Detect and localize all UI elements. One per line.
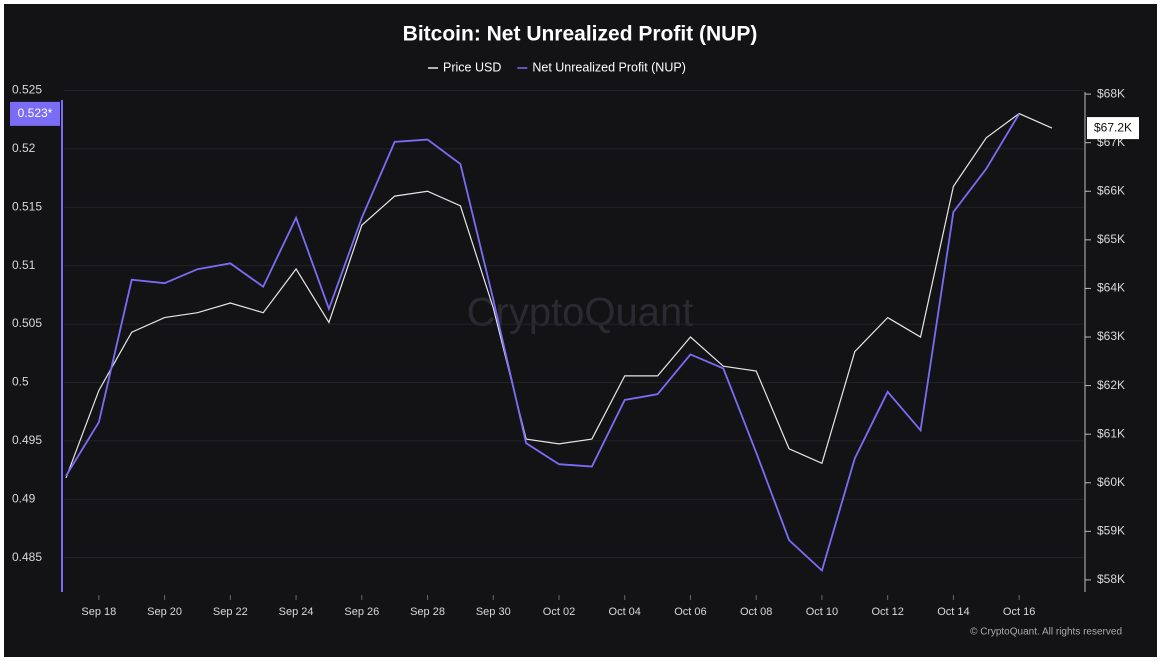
- y-tick-label: 0.525: [12, 83, 42, 97]
- legend-label: Price USD: [443, 60, 501, 74]
- x-tick-label: Oct 14: [937, 606, 969, 618]
- right-badge-label: $67.2K: [1094, 120, 1132, 134]
- y2-tick-label: $61K: [1097, 426, 1125, 440]
- x-tick-label: Sep 24: [279, 606, 314, 618]
- x-tick-label: Sep 22: [213, 606, 248, 618]
- y-tick-label: 0.51: [12, 258, 36, 272]
- x-tick-label: Sep 20: [147, 606, 182, 618]
- y2-tick-label: $65K: [1097, 232, 1125, 246]
- y2-tick-label: $63K: [1097, 329, 1125, 343]
- right-badge: [1087, 117, 1139, 140]
- y-tick-label: 0.5: [12, 375, 29, 389]
- copyright: © CryptoQuant. All rights reserved: [970, 627, 1122, 638]
- y2-tick-label: $68K: [1097, 86, 1125, 100]
- y-tick-label: 0.505: [12, 316, 42, 330]
- series-line: [65, 113, 1020, 573]
- x-tick-label: Sep 26: [344, 606, 379, 618]
- x-tick-label: Oct 10: [806, 606, 838, 618]
- chart-title: Bitcoin: Net Unrealized Profit (NUP): [403, 23, 758, 46]
- y2-tick-label: $59K: [1097, 524, 1125, 538]
- x-tick-label: Sep 28: [410, 606, 445, 618]
- watermark: CryptoQuant: [467, 291, 694, 335]
- x-tick-label: Oct 08: [740, 606, 772, 618]
- series-line: [65, 112, 1053, 479]
- legend-label: Net Unrealized Profit (NUP): [532, 60, 686, 74]
- x-tick-label: Oct 06: [674, 606, 706, 618]
- y-tick-label: 0.49: [12, 491, 36, 505]
- y2-tick-label: $62K: [1097, 378, 1125, 392]
- y2-tick-label: $66K: [1097, 183, 1125, 197]
- y-tick-label: 0.52: [12, 141, 36, 155]
- y2-tick-label: $64K: [1097, 281, 1125, 295]
- background: [4, 4, 1157, 657]
- y2-tick-label: $60K: [1097, 475, 1125, 489]
- y2-tick-label: $58K: [1097, 572, 1125, 586]
- x-tick-label: Oct 02: [543, 606, 575, 618]
- x-tick-label: Oct 12: [871, 606, 903, 618]
- y-tick-label: 0.485: [12, 550, 42, 564]
- x-tick-label: Oct 16: [1003, 606, 1035, 618]
- left-badge-label: 0.523*: [18, 106, 53, 120]
- x-tick-label: Sep 18: [81, 606, 116, 618]
- left-badge: [10, 101, 60, 126]
- x-tick-label: Sep 30: [476, 606, 511, 618]
- y-tick-label: 0.495: [12, 433, 42, 447]
- x-tick-label: Oct 04: [609, 606, 641, 618]
- y-tick-label: 0.515: [12, 199, 42, 213]
